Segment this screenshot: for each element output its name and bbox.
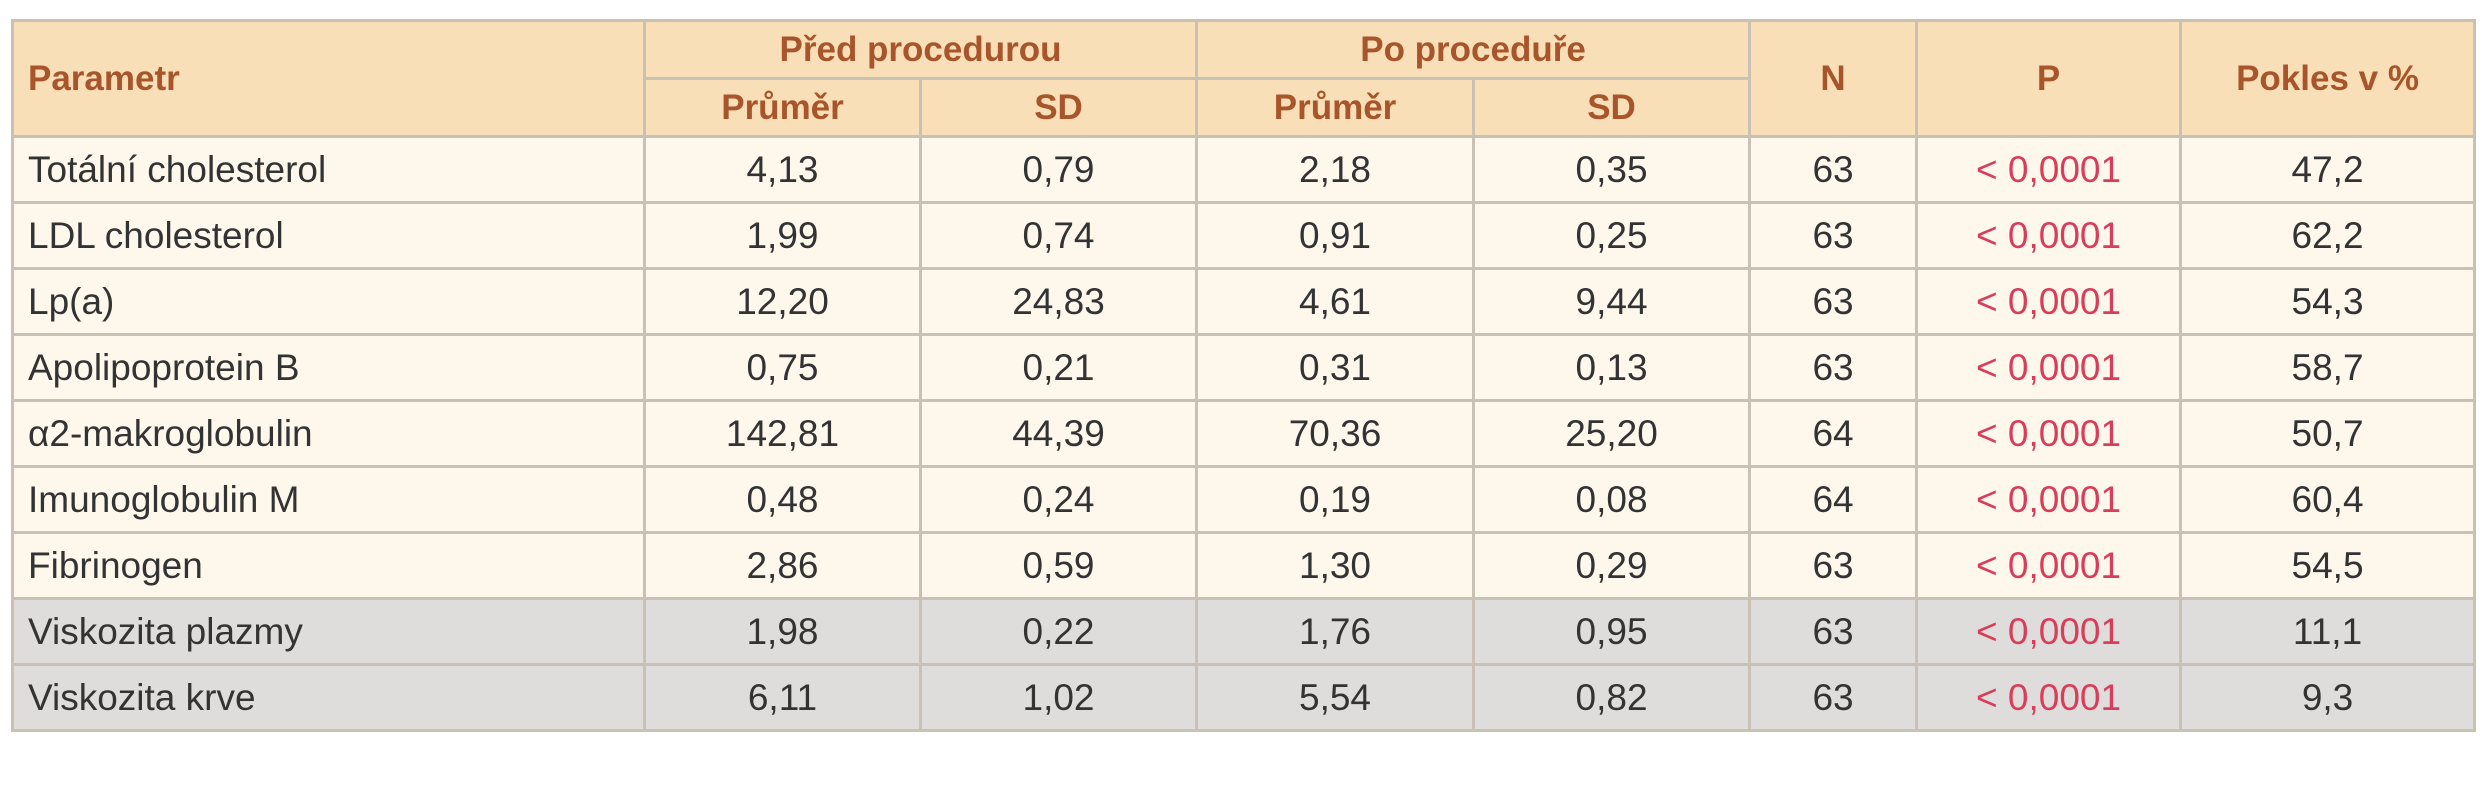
- cell-pred-mean: 1,98: [643, 597, 922, 666]
- table-row: Viskozita krve 6,11 1,02 5,54 0,82 63 < …: [11, 663, 2477, 732]
- cell-pokles: 54,3: [2179, 267, 2477, 336]
- header-row-1: Parametr Před procedurou Po proceduře N …: [11, 19, 2477, 138]
- cell-n: 63: [1748, 663, 1919, 732]
- cell-n: 63: [1748, 597, 1919, 666]
- cell-p-value: < 0,0001: [1915, 201, 2183, 270]
- cell-pred-mean: 6,11: [643, 663, 922, 732]
- cell-p-value: < 0,0001: [1915, 333, 2183, 402]
- header-po-prumer: Průměr: [1195, 77, 1476, 138]
- results-table: Parametr Před procedurou Po proceduře N …: [11, 19, 2477, 732]
- cell-n: 63: [1748, 267, 1919, 336]
- cell-n: 64: [1748, 399, 1919, 468]
- table-row: Fibrinogen 2,86 0,59 1,30 0,29 63 < 0,00…: [11, 531, 2477, 600]
- cell-pred-sd: 0,79: [918, 135, 1199, 204]
- table-row: LDL cholesterol 1,99 0,74 0,91 0,25 63 <…: [11, 201, 2477, 270]
- cell-parameter: α2-makroglobulin: [11, 399, 646, 468]
- table-row: Totální cholesterol 4,13 0,79 2,18 0,35 …: [11, 135, 2477, 204]
- cell-pred-mean: 4,13: [643, 135, 922, 204]
- cell-po-sd: 9,44: [1472, 267, 1752, 336]
- cell-pokles: 47,2: [2179, 135, 2477, 204]
- cell-pokles: 60,4: [2179, 465, 2477, 534]
- header-pred-sd: SD: [918, 77, 1199, 138]
- cell-pred-sd: 0,21: [918, 333, 1199, 402]
- cell-po-mean: 0,31: [1195, 333, 1476, 402]
- cell-n: 63: [1748, 531, 1919, 600]
- cell-po-mean: 1,76: [1195, 597, 1476, 666]
- cell-po-sd: 0,82: [1472, 663, 1752, 732]
- header-po-procedure: Po proceduře: [1195, 19, 1752, 80]
- cell-p-value: < 0,0001: [1915, 597, 2183, 666]
- cell-parameter: Fibrinogen: [11, 531, 646, 600]
- cell-parameter: Viskozita krve: [11, 663, 646, 732]
- cell-n: 64: [1748, 465, 1919, 534]
- cell-pred-sd: 1,02: [918, 663, 1199, 732]
- cell-parameter: Viskozita plazmy: [11, 597, 646, 666]
- cell-pred-mean: 0,48: [643, 465, 922, 534]
- table-row: α2-makroglobulin 142,81 44,39 70,36 25,2…: [11, 399, 2477, 468]
- table-row: Apolipoprotein B 0,75 0,21 0,31 0,13 63 …: [11, 333, 2477, 402]
- cell-po-mean: 2,18: [1195, 135, 1476, 204]
- cell-p-value: < 0,0001: [1915, 531, 2183, 600]
- header-n: N: [1748, 19, 1919, 138]
- cell-po-sd: 0,13: [1472, 333, 1752, 402]
- cell-pokles: 62,2: [2179, 201, 2477, 270]
- cell-pred-mean: 12,20: [643, 267, 922, 336]
- cell-pred-mean: 2,86: [643, 531, 922, 600]
- cell-po-mean: 70,36: [1195, 399, 1476, 468]
- cell-pred-mean: 0,75: [643, 333, 922, 402]
- cell-po-mean: 4,61: [1195, 267, 1476, 336]
- cell-po-sd: 0,29: [1472, 531, 1752, 600]
- table-row: Imunoglobulin M 0,48 0,24 0,19 0,08 64 <…: [11, 465, 2477, 534]
- cell-n: 63: [1748, 201, 1919, 270]
- cell-po-mean: 5,54: [1195, 663, 1476, 732]
- cell-po-mean: 1,30: [1195, 531, 1476, 600]
- cell-pokles: 58,7: [2179, 333, 2477, 402]
- cell-pred-sd: 44,39: [918, 399, 1199, 468]
- cell-pred-sd: 24,83: [918, 267, 1199, 336]
- cell-parameter: Apolipoprotein B: [11, 333, 646, 402]
- cell-pokles: 50,7: [2179, 399, 2477, 468]
- results-table-container: Parametr Před procedurou Po proceduře N …: [11, 19, 2477, 732]
- header-pokles: Pokles v %: [2179, 19, 2477, 138]
- header-pred-procedurou: Před procedurou: [642, 19, 1199, 80]
- cell-parameter: Imunoglobulin M: [11, 465, 646, 534]
- cell-p-value: < 0,0001: [1915, 135, 2183, 204]
- cell-parameter: Totální cholesterol: [11, 135, 646, 204]
- cell-pokles: 11,1: [2179, 597, 2477, 666]
- cell-pred-sd: 0,24: [918, 465, 1199, 534]
- table-row: Lp(a) 12,20 24,83 4,61 9,44 63 < 0,0001 …: [11, 267, 2477, 336]
- cell-pred-sd: 0,22: [918, 597, 1199, 666]
- cell-p-value: < 0,0001: [1915, 663, 2183, 732]
- cell-p-value: < 0,0001: [1915, 267, 2183, 336]
- cell-p-value: < 0,0001: [1915, 465, 2183, 534]
- table-row: Viskozita plazmy 1,98 0,22 1,76 0,95 63 …: [11, 597, 2477, 666]
- cell-p-value: < 0,0001: [1915, 399, 2183, 468]
- cell-n: 63: [1748, 333, 1919, 402]
- cell-n: 63: [1748, 135, 1919, 204]
- cell-pred-mean: 142,81: [643, 399, 922, 468]
- cell-po-mean: 0,19: [1195, 465, 1476, 534]
- cell-pokles: 54,5: [2179, 531, 2477, 600]
- cell-po-sd: 0,25: [1472, 201, 1752, 270]
- cell-po-mean: 0,91: [1195, 201, 1476, 270]
- cell-pred-sd: 0,74: [918, 201, 1199, 270]
- cell-parameter: LDL cholesterol: [11, 201, 646, 270]
- header-parametr: Parametr: [11, 19, 646, 138]
- cell-po-sd: 0,35: [1472, 135, 1752, 204]
- header-p: P: [1915, 19, 2183, 138]
- cell-po-sd: 0,08: [1472, 465, 1752, 534]
- cell-pokles: 9,3: [2179, 663, 2477, 732]
- cell-parameter: Lp(a): [11, 267, 646, 336]
- cell-po-sd: 25,20: [1472, 399, 1752, 468]
- header-pred-prumer: Průměr: [643, 77, 922, 138]
- header-row-2: Průměr SD Průměr SD: [13, 77, 2475, 138]
- header-po-sd: SD: [1472, 77, 1752, 138]
- cell-pred-mean: 1,99: [643, 201, 922, 270]
- cell-po-sd: 0,95: [1472, 597, 1752, 666]
- cell-pred-sd: 0,59: [918, 531, 1199, 600]
